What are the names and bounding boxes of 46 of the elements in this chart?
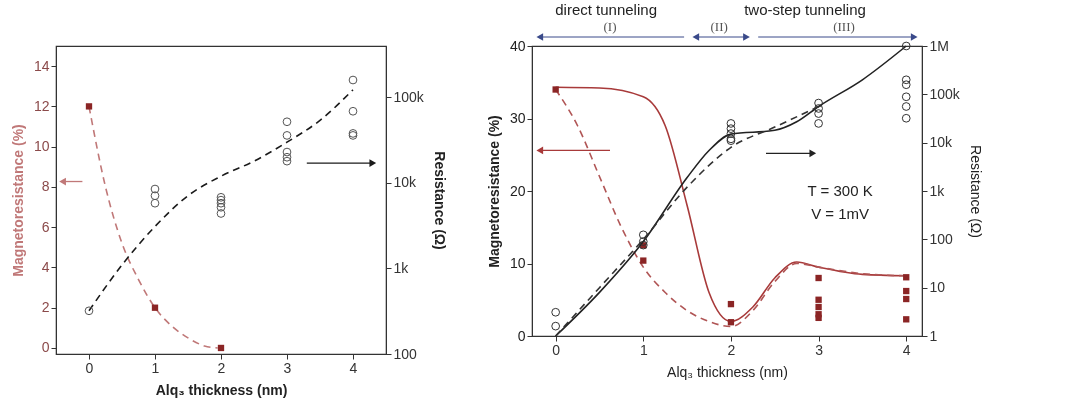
- annotation: T = 300 K: [807, 182, 873, 199]
- y-tick-label: 8: [41, 178, 50, 195]
- y-tick-label: 10: [33, 138, 50, 155]
- y-tick-label: 6: [41, 218, 50, 235]
- y-tick-label: 14: [33, 57, 50, 74]
- x-tick-label: 2: [217, 359, 226, 376]
- y2-tick-label: 1k: [929, 182, 946, 199]
- x-tick-label: 1: [151, 359, 160, 376]
- x-axis-title: Alq₃ thickness (nm): [155, 381, 288, 398]
- y2-tick-label: 10k: [393, 174, 418, 191]
- y2-tick-label: 100k: [393, 88, 425, 105]
- y2-tick-label: 100k: [929, 85, 961, 102]
- text: (II): [710, 19, 728, 34]
- y2-tick-label: 10k: [929, 134, 954, 151]
- x-tick-label: 0: [552, 341, 561, 358]
- x-tick-label: 3: [283, 359, 292, 376]
- y2-axis-title: Resistance (Ω): [431, 151, 448, 250]
- y2-tick-label: 100: [393, 345, 418, 362]
- y2-axis-title: Resistance (Ω): [967, 145, 984, 238]
- x-tick-label: 4: [902, 341, 911, 358]
- x-tick-label: 3: [815, 341, 824, 358]
- y-tick-label: 12: [33, 97, 50, 114]
- y-tick-label: 10: [509, 255, 526, 271]
- y-tick-label: 30: [509, 110, 526, 126]
- y2-tick-label: 1M: [929, 37, 949, 54]
- y-axis-title: Magnetoresistance (%): [9, 124, 26, 277]
- y-tick-label: 0: [517, 327, 526, 344]
- x-axis-title: Alq₃ thickness (nm): [667, 363, 788, 380]
- text: direct tunneling: [555, 1, 657, 18]
- x-tick-label: 2: [727, 341, 736, 358]
- y2-tick-label: 100: [929, 230, 954, 247]
- y-tick-label: 4: [41, 258, 50, 275]
- y-tick-label: 2: [41, 299, 50, 316]
- y2-tick-label: 1k: [393, 259, 410, 276]
- y2-tick-label: 1: [929, 327, 938, 344]
- x-tick-label: 0: [85, 359, 94, 376]
- text: two-step tunneling: [744, 1, 866, 18]
- y-tick-label: 40: [509, 37, 526, 54]
- annotation: V = 1mV: [811, 205, 870, 223]
- text: (III): [833, 19, 855, 34]
- y-tick-label: 20: [509, 182, 526, 199]
- x-tick-label: 4: [349, 359, 358, 376]
- y2-tick-label: 10: [929, 279, 946, 296]
- text: (I): [603, 19, 617, 34]
- y-axis-title: Magnetoresistance (%): [485, 115, 502, 268]
- x-tick-label: 1: [639, 341, 648, 358]
